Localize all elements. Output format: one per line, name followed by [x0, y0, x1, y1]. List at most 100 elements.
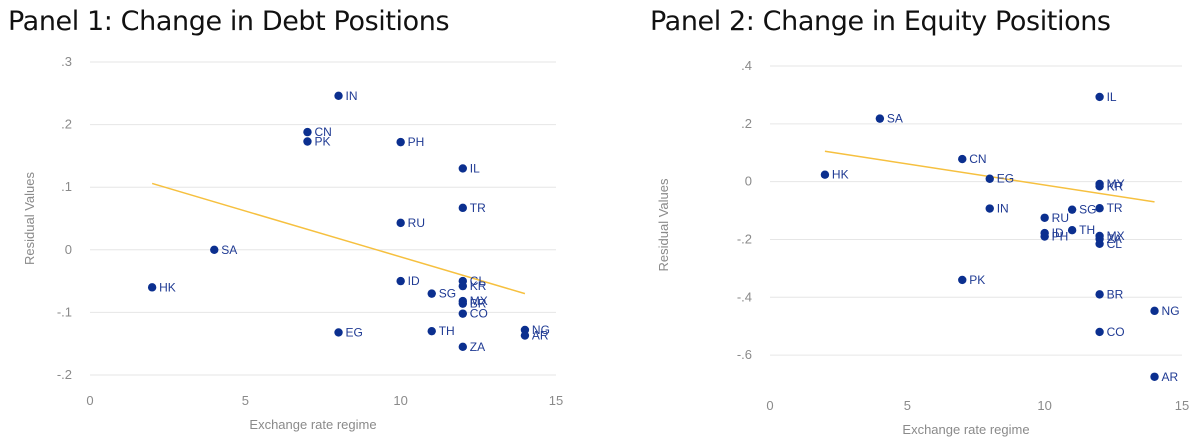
panel-title: Panel 1: Change in Debt Positions: [8, 6, 450, 37]
scatter-chart-equity: .4 .2 0 -.2 -.4 -.6 0 5 10 15 Exchange rate regime…: [656, 58, 1189, 437]
data-point-label: MY: [1107, 177, 1125, 191]
y-tick-label: .4: [741, 58, 752, 73]
data-point-label: EG: [346, 325, 363, 339]
y-tick-label: .2: [61, 117, 72, 132]
data-point-label: CO: [470, 307, 488, 321]
y-tick-label: 0: [65, 242, 72, 257]
x-tick-label: 10: [1037, 398, 1051, 413]
data-point: [875, 114, 885, 123]
data-point-label: PH: [408, 135, 425, 149]
data-point: [396, 276, 405, 286]
x-tick-label: 5: [242, 393, 249, 408]
y-tick-label: -.6: [737, 347, 752, 362]
fitted-line: [151, 182, 526, 295]
data-point: [396, 218, 405, 228]
x-tick-label: 15: [549, 393, 563, 408]
y-axis-title: Residual Values: [656, 178, 671, 271]
data-point: [958, 154, 967, 164]
data-point: [1095, 239, 1104, 248]
x-axis-title: Exchange rate regime: [902, 422, 1029, 437]
y-tick-label: -.1: [57, 304, 72, 319]
x-tick-label: 10: [393, 393, 407, 408]
panel-equity: Panel 2: Change in Equity Positions .4 .2…: [650, 0, 1195, 438]
data-point: [1067, 205, 1077, 214]
data-point-label: SA: [221, 243, 237, 257]
data-point-label: CO: [1107, 325, 1125, 339]
data-point: [985, 174, 994, 183]
data-point: [458, 342, 467, 352]
data-point: [427, 289, 436, 298]
data-point: [520, 331, 530, 340]
data-point-label: TR: [470, 201, 486, 215]
data-point: [1040, 232, 1049, 241]
data-point: [1095, 182, 1104, 191]
y-tick-label: 0: [745, 174, 752, 189]
data-point: [1040, 213, 1049, 222]
data-point-label: BR: [470, 297, 487, 311]
data-point: [427, 326, 436, 336]
data-point-label: HK: [159, 280, 176, 294]
data-point-label: CL: [1107, 237, 1123, 251]
data-point: [1095, 204, 1104, 213]
data-point-label: HK: [832, 168, 849, 182]
data-point-label: TH: [439, 324, 455, 338]
y-tick-label: -.2: [737, 231, 752, 246]
x-axis-title: Exchange rate regime: [249, 417, 376, 432]
data-point-label: BR: [1107, 287, 1124, 301]
data-point: [458, 164, 467, 173]
data-point-label: MX: [1107, 229, 1125, 243]
data-point-label: CN: [969, 152, 986, 166]
scatter-chart-debt: .3 .2 .1 0 -.1 -.2 0 5 10 15 Exchange rate regime R…: [22, 54, 563, 432]
data-point-label: TR: [1107, 201, 1123, 215]
y-tick-label: -.4: [737, 289, 752, 304]
y-tick-label: -.2: [57, 367, 72, 382]
data-point: [1095, 290, 1104, 299]
data-point-label: NG: [1162, 304, 1180, 318]
data-point-label: CN: [314, 125, 331, 139]
data-point: [458, 299, 467, 308]
data-point-label: SG: [439, 287, 456, 301]
data-point-label: PH: [1052, 230, 1069, 244]
y-tick-label: .3: [61, 54, 72, 69]
data-point-label: ZA: [1107, 232, 1122, 246]
data-point: [458, 309, 467, 318]
data-point: [1150, 306, 1159, 316]
data-point: [985, 204, 994, 213]
y-tick-label: .2: [741, 116, 752, 131]
data-point: [303, 137, 312, 146]
data-point-label: ID: [1052, 226, 1064, 240]
data-point: [1095, 327, 1104, 337]
data-point-label: PK: [969, 273, 985, 287]
data-point-label: SA: [887, 112, 903, 126]
data-point-label: EG: [997, 172, 1014, 186]
data-point: [820, 170, 830, 179]
data-point: [1067, 226, 1077, 235]
data-point: [458, 281, 467, 291]
x-tick-label: 15: [1175, 398, 1189, 413]
data-point-label: SG: [1079, 203, 1096, 217]
data-point: [1095, 92, 1104, 102]
data-point: [396, 137, 405, 147]
data-point: [958, 275, 967, 285]
data-point: [303, 127, 312, 137]
data-point-label: AR: [532, 329, 549, 343]
data-point-label: NG: [532, 323, 550, 337]
x-tick-label: 0: [766, 398, 773, 413]
data-point: [458, 203, 467, 213]
data-point-label: KR: [470, 279, 487, 293]
data-point-label: IL: [470, 161, 480, 175]
data-point-label: PK: [314, 135, 330, 149]
data-point: [334, 91, 343, 101]
data-point-label: AR: [1162, 370, 1179, 384]
data-point-label: IN: [997, 202, 1009, 216]
data-point-label: IL: [1107, 90, 1117, 104]
data-point-label: CL: [470, 274, 486, 288]
data-point: [210, 245, 219, 254]
data-point-label: RU: [408, 216, 425, 230]
x-tick-label: 0: [86, 393, 93, 408]
x-tick-label: 5: [904, 398, 911, 413]
data-point-label: ID: [408, 274, 420, 288]
data-point-label: RU: [1052, 211, 1069, 225]
panel-debt: Panel 1: Change in Debt Positions .3 .2 .1…: [8, 0, 588, 438]
data-point-label: IN: [346, 89, 358, 103]
